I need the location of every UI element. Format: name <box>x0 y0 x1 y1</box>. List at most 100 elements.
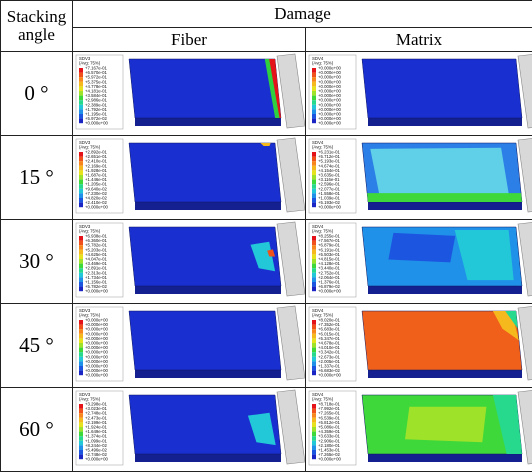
legend-swatch <box>79 334 83 339</box>
legend-swatch <box>79 357 83 362</box>
legend-swatch <box>79 343 83 348</box>
legend-swatch <box>312 409 316 414</box>
legend-level: +0.000e+00 <box>318 121 342 126</box>
legend-swatch <box>79 409 83 414</box>
fiber-cell: SDV3(Avg: 75%)+6.938e-01+6.360e-01+5.782… <box>73 220 306 304</box>
legend-swatch <box>79 100 83 105</box>
legend-swatch <box>79 170 83 175</box>
legend-swatch <box>79 86 83 91</box>
legend-swatch <box>79 184 83 189</box>
legend-swatch <box>79 432 83 437</box>
plate-side <box>135 202 281 210</box>
table-body: 0 °SDV3(Avg: 75%)+7.167e-01+6.570e-01+5.… <box>1 52 532 472</box>
legend-swatch <box>79 180 83 185</box>
legend-swatch <box>312 100 316 105</box>
legend-swatch <box>79 198 83 203</box>
legend-swatch <box>79 77 83 82</box>
contour-plot: SDV4(Avg: 75%)+6.231e-01+5.712e-01+5.193… <box>306 136 532 219</box>
legend-swatch <box>312 320 316 325</box>
legend-swatch <box>312 366 316 371</box>
support <box>277 54 305 128</box>
plate-side <box>135 370 281 378</box>
legend-swatch <box>312 357 316 362</box>
legend-swatch <box>312 170 316 175</box>
legend-swatch <box>312 114 316 119</box>
legend-swatch <box>312 427 316 432</box>
stacking-angle: 30 ° <box>1 220 73 304</box>
legend-swatch <box>312 157 316 162</box>
legend-swatch <box>79 352 83 357</box>
legend-swatch <box>79 436 83 441</box>
stacking-angle: 60 ° <box>1 388 73 472</box>
plate-side <box>368 286 522 294</box>
support <box>277 390 305 464</box>
stacking-angle: 45 ° <box>1 304 73 388</box>
support <box>277 306 305 380</box>
legend-swatch <box>79 114 83 119</box>
legend-swatch <box>79 91 83 96</box>
contour-region <box>370 148 509 198</box>
legend-swatch <box>79 73 83 78</box>
legend-swatch <box>79 413 83 418</box>
table-row: 0 °SDV3(Avg: 75%)+7.167e-01+6.570e-01+5.… <box>1 52 532 136</box>
legend-swatch <box>79 161 83 166</box>
fiber-cell: SDV3(Avg: 75%)+3.298e-01+3.023e-01+2.748… <box>73 388 306 472</box>
legend-swatch <box>79 157 83 162</box>
legend-swatch <box>312 259 316 264</box>
legend-swatch <box>312 436 316 441</box>
legend-level: +0.000e+00 <box>85 289 109 294</box>
legend-level: +0.000e+00 <box>85 205 109 210</box>
legend-swatch <box>79 329 83 334</box>
legend-swatch <box>79 361 83 366</box>
matrix-cell: SDV4(Avg: 75%)+0.000e+00+0.000e+00+0.000… <box>306 52 532 136</box>
fiber-cell: SDV3(Avg: 75%)+7.167e-01+6.570e-01+5.972… <box>73 52 306 136</box>
fiber-cell: SDV3(Avg: 75%)+2.892e-01+2.651e-01+2.410… <box>73 136 306 220</box>
page: Stacking angle Damage Fiber Matrix 0 °SD… <box>0 0 532 475</box>
legend-swatch <box>312 245 316 250</box>
fiber-header: Fiber <box>73 28 306 52</box>
legend-swatch <box>79 320 83 325</box>
legend-level: +0.000e+00 <box>85 121 109 126</box>
legend-swatch <box>312 161 316 166</box>
legend-swatch <box>312 193 316 198</box>
legend-swatch <box>79 282 83 287</box>
legend-level: +0.000e+00 <box>85 457 109 462</box>
plate-top <box>129 59 281 118</box>
legend-swatch <box>79 250 83 255</box>
legend-swatch <box>79 166 83 171</box>
damage-header: Damage <box>73 1 532 28</box>
legend-swatch <box>312 198 316 203</box>
plate-top <box>362 59 522 118</box>
legend-swatch <box>312 445 316 450</box>
legend-swatch <box>79 445 83 450</box>
legend-swatch <box>312 325 316 330</box>
contour-plot: SDV4(Avg: 75%)+8.718e-01+7.992e-01+7.265… <box>306 388 532 471</box>
legend-swatch <box>312 254 316 259</box>
legend-swatch <box>79 82 83 87</box>
legend-swatch <box>312 86 316 91</box>
legend-swatch <box>79 203 83 208</box>
plate-side <box>135 454 281 462</box>
legend-swatch <box>79 450 83 455</box>
plate-side <box>368 454 522 462</box>
legend-swatch <box>312 82 316 87</box>
legend-swatch <box>312 371 316 376</box>
matrix-cell: SDV4(Avg: 75%)+8.020e-01+7.352e-01+6.683… <box>306 304 532 388</box>
legend-level: +0.000e+00 <box>318 457 342 462</box>
legend-swatch <box>79 264 83 269</box>
legend-swatch <box>79 109 83 114</box>
legend-swatch <box>312 73 316 78</box>
legend-swatch <box>312 180 316 185</box>
legend-swatch <box>79 441 83 446</box>
legend-swatch <box>312 264 316 269</box>
plate-side <box>368 202 522 210</box>
legend-swatch <box>312 432 316 437</box>
contour-plot: SDV3(Avg: 75%)+2.892e-01+2.651e-01+2.410… <box>73 136 305 219</box>
legend-swatch <box>79 68 83 73</box>
legend-swatch <box>312 109 316 114</box>
legend-swatch <box>312 91 316 96</box>
legend-swatch <box>312 338 316 343</box>
table-row: 15 °SDV3(Avg: 75%)+2.892e-01+2.651e-01+2… <box>1 136 532 220</box>
matrix-cell: SDV4(Avg: 75%)+8.718e-01+7.992e-01+7.265… <box>306 388 532 472</box>
matrix-cell: SDV4(Avg: 75%)+8.255e-01+7.567e-01+6.879… <box>306 220 532 304</box>
